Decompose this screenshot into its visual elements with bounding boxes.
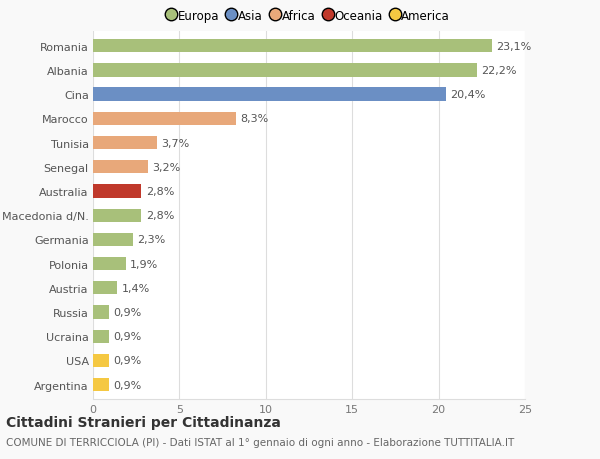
Text: 1,4%: 1,4%	[122, 283, 150, 293]
Text: 2,8%: 2,8%	[146, 211, 174, 221]
Bar	[93, 185, 142, 198]
Bar	[93, 137, 157, 150]
Bar	[93, 330, 109, 343]
Text: 0,9%: 0,9%	[113, 380, 141, 390]
Text: 3,7%: 3,7%	[161, 138, 190, 148]
Text: 3,2%: 3,2%	[152, 162, 181, 173]
Bar	[93, 354, 109, 367]
Legend: Europa, Asia, Africa, Oceania, America: Europa, Asia, Africa, Oceania, America	[168, 10, 450, 22]
Bar	[93, 281, 117, 295]
Bar	[93, 112, 236, 126]
Text: 0,9%: 0,9%	[113, 331, 141, 341]
Bar	[93, 40, 492, 53]
Bar	[93, 209, 142, 222]
Bar	[93, 161, 148, 174]
Bar	[93, 233, 133, 246]
Text: 0,9%: 0,9%	[113, 356, 141, 366]
Text: COMUNE DI TERRICCIOLA (PI) - Dati ISTAT al 1° gennaio di ogni anno - Elaborazion: COMUNE DI TERRICCIOLA (PI) - Dati ISTAT …	[6, 437, 514, 447]
Bar	[93, 88, 446, 101]
Text: 0,9%: 0,9%	[113, 308, 141, 317]
Text: 22,2%: 22,2%	[481, 66, 517, 76]
Bar	[93, 257, 126, 271]
Text: Cittadini Stranieri per Cittadinanza: Cittadini Stranieri per Cittadinanza	[6, 415, 281, 429]
Text: 20,4%: 20,4%	[450, 90, 485, 100]
Text: 1,9%: 1,9%	[130, 259, 158, 269]
Bar	[93, 378, 109, 392]
Bar	[93, 306, 109, 319]
Text: 8,3%: 8,3%	[241, 114, 269, 124]
Bar	[93, 64, 476, 78]
Text: 2,3%: 2,3%	[137, 235, 166, 245]
Text: 23,1%: 23,1%	[496, 42, 532, 51]
Text: 2,8%: 2,8%	[146, 186, 174, 196]
